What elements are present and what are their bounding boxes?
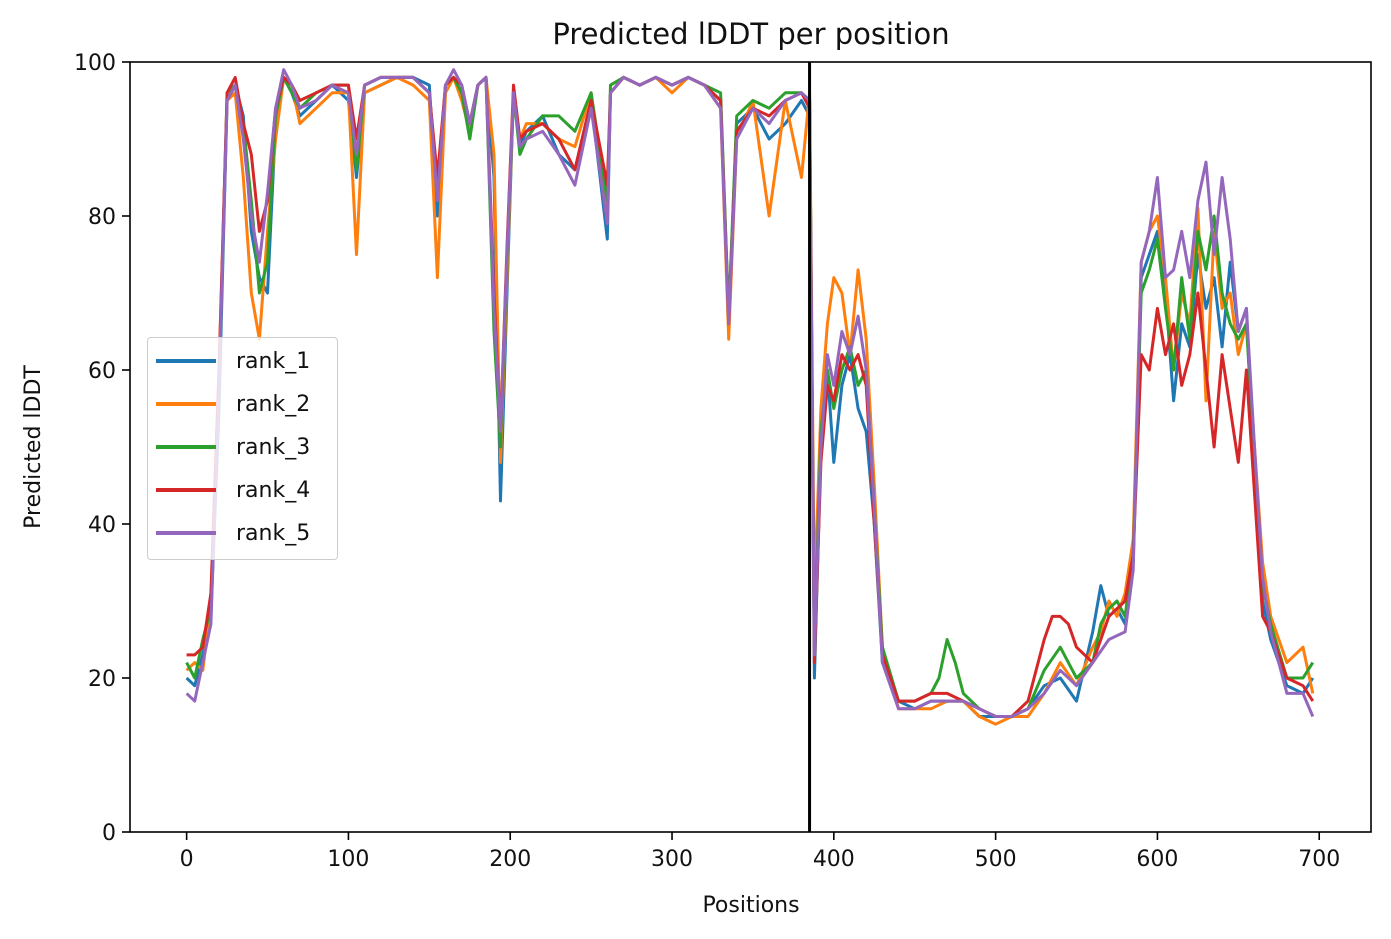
x-tick-label: 300: [651, 847, 693, 872]
y-tick-label: 0: [102, 821, 116, 846]
plot-lines: [185, 68, 1315, 726]
legend-item-rank-5: rank_5: [156, 518, 310, 548]
chart-title: Predicted lDDT per position: [552, 17, 949, 51]
legend-label: rank_3: [236, 434, 311, 460]
x-tick-label: 100: [327, 847, 369, 872]
legend-swatch: [156, 531, 216, 535]
x-tick-label: 500: [975, 847, 1017, 872]
legend-item-rank-2: rank_2: [156, 389, 310, 419]
y-tick-label: 60: [88, 359, 116, 384]
legend-item-rank-4: rank_4: [156, 475, 310, 505]
legend-item-rank-3: rank_3: [156, 432, 310, 462]
x-axis-ticks: 0 100 200 300 400 500 600 700: [180, 832, 1340, 872]
y-tick-label: 80: [88, 205, 116, 230]
y-axis-ticks: 0 20 40 60 80 100: [74, 51, 130, 846]
x-tick-label: 400: [813, 847, 855, 872]
x-axis-label: Positions: [702, 893, 799, 918]
legend-label: rank_1: [236, 348, 311, 374]
legend-swatch: [156, 445, 216, 449]
y-tick-label: 20: [88, 667, 116, 692]
axes-frame: [129, 61, 1372, 833]
legend-label: rank_4: [236, 477, 311, 503]
legend-label: rank_5: [236, 520, 311, 546]
legend: rank_1 rank_2 rank_3 rank_4 rank_5: [147, 337, 338, 560]
x-tick-label: 0: [180, 847, 194, 872]
legend-label: rank_2: [236, 391, 311, 417]
legend-swatch: [156, 359, 216, 363]
x-tick-label: 200: [489, 847, 531, 872]
legend-swatch: [156, 488, 216, 492]
x-tick-label: 700: [1298, 847, 1340, 872]
legend-swatch: [156, 402, 216, 406]
series-line-rank_5: [185, 68, 1315, 718]
y-tick-label: 40: [88, 513, 116, 538]
x-tick-label: 600: [1136, 847, 1178, 872]
legend-item-rank-1: rank_1: [156, 346, 310, 376]
y-axis-label: Predicted lDDT: [21, 365, 46, 529]
y-tick-label: 100: [74, 51, 116, 76]
